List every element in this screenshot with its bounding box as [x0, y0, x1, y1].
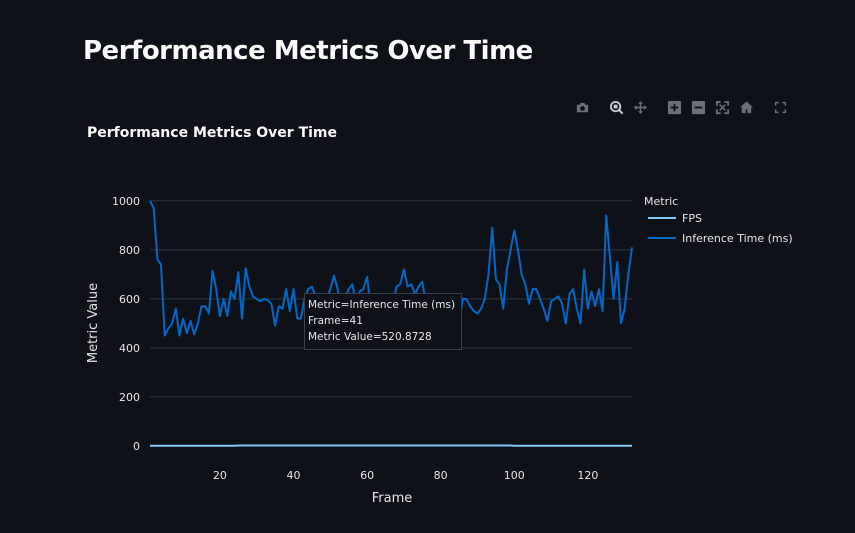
x-tick-label: 20	[213, 469, 227, 482]
camera-icon[interactable]	[570, 97, 594, 117]
legend-label: FPS	[682, 212, 702, 225]
y-axis-ticks: 0 200 400 600 800 1000	[112, 195, 140, 453]
legend: Metric FPS Inference Time (ms)	[644, 195, 793, 245]
y-axis-title: Metric Value	[86, 283, 101, 363]
x-tick-label: 60	[360, 469, 374, 482]
legend-item-fps[interactable]: FPS	[648, 212, 702, 225]
fullscreen-icon[interactable]	[768, 97, 792, 117]
tooltip-value: Metric Value=520.8728	[308, 331, 432, 343]
zoom-icon[interactable]	[604, 97, 628, 117]
legend-title: Metric	[644, 195, 678, 208]
chart-title: Performance Metrics Over Time	[87, 125, 337, 141]
x-tick-label: 100	[504, 469, 525, 482]
tooltip-metric: Metric=Inference Time (ms)	[308, 299, 456, 311]
y-tick-label: 600	[119, 293, 140, 306]
y-tick-label: 0	[133, 440, 140, 453]
y-tick-label: 200	[119, 391, 140, 404]
plot-modebar	[570, 97, 792, 117]
tooltip-frame: Frame=41	[308, 315, 363, 327]
y-tick-label: 800	[119, 244, 140, 257]
autoscale-icon[interactable]	[710, 97, 734, 117]
x-axis-title: Frame	[372, 491, 413, 506]
home-icon[interactable]	[734, 97, 758, 117]
pan-icon[interactable]	[628, 97, 652, 117]
legend-item-inference-time[interactable]: Inference Time (ms)	[648, 232, 793, 245]
zoom-in-icon[interactable]	[662, 97, 686, 117]
y-tick-label: 1000	[112, 195, 140, 208]
hover-tooltip: Metric=Inference Time (ms) Frame=41 Metr…	[304, 293, 463, 350]
page-title: Performance Metrics Over Time	[83, 36, 533, 66]
x-tick-label: 120	[577, 469, 598, 482]
x-axis-ticks: 20 40 60 80 100 120	[213, 469, 598, 482]
y-tick-label: 400	[119, 342, 140, 355]
zoom-out-icon[interactable]	[686, 97, 710, 117]
x-tick-label: 40	[286, 469, 300, 482]
x-tick-label: 80	[434, 469, 448, 482]
legend-label: Inference Time (ms)	[682, 232, 793, 245]
